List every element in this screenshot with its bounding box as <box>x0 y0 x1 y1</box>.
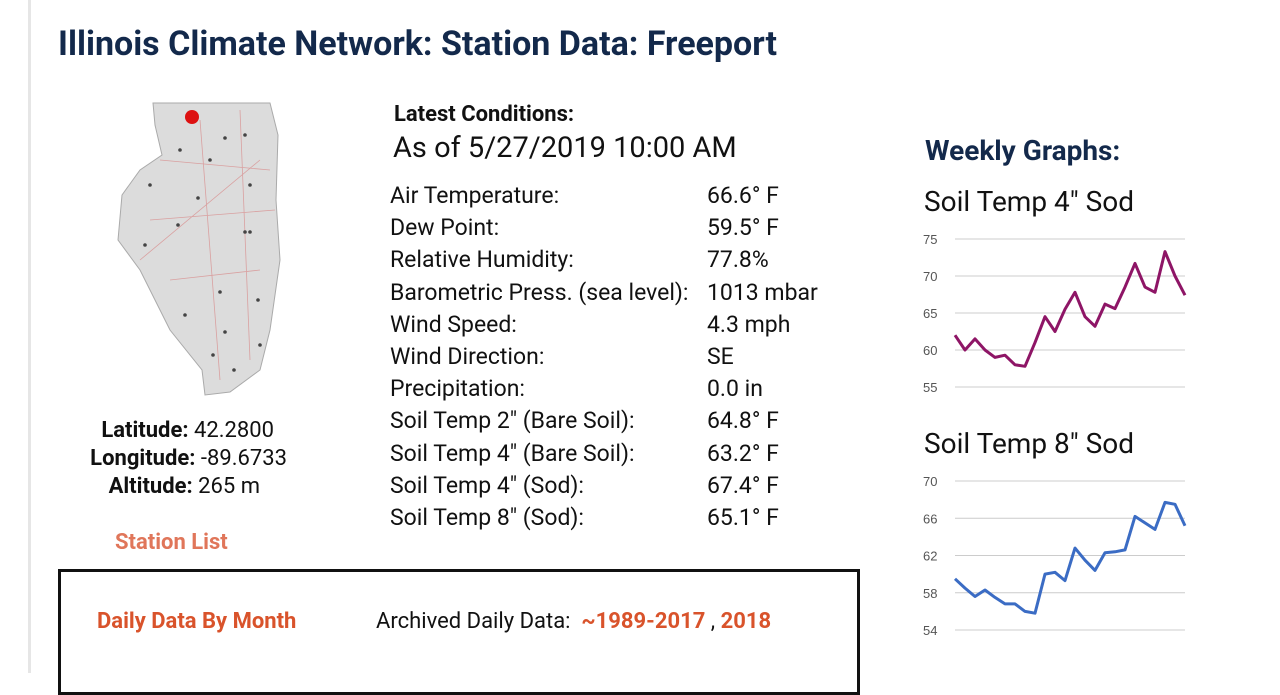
altitude: Altitude: 265 m <box>60 474 260 499</box>
condition-value: 4.3 mph <box>707 310 791 338</box>
condition-value: 77.8% <box>707 246 769 274</box>
condition-value: SE <box>707 343 734 370</box>
chart-title: Soil Temp 8" Sod <box>924 427 1135 460</box>
chart-title: Soil Temp 4" Sod <box>924 185 1135 218</box>
y-tick-label: 70 <box>923 474 937 489</box>
longitude: Longitude: -89.6733 <box>40 446 287 471</box>
condition-value: 59.5° F <box>707 214 779 242</box>
daily-by-month-link[interactable]: Daily Data By Month <box>97 609 297 634</box>
charts: 55 60 65 70 75 54 58 62 66 70 <box>923 232 1187 638</box>
data-line <box>953 500 1187 615</box>
y-tick-label: 60 <box>923 343 937 358</box>
condition-value: 64.8° F <box>707 407 779 435</box>
condition-label: Air Temperature: <box>390 182 560 209</box>
separator: , <box>710 609 716 634</box>
y-tick-label: 54 <box>923 623 937 638</box>
archive-line: Archived Daily Data: ~1989-2017 , 2018 <box>376 609 771 634</box>
latitude: Latitude: 42.2800 <box>60 418 274 443</box>
condition-label: Soil Temp 4" (Sod): <box>390 471 585 499</box>
condition-label: Wind Speed: <box>390 310 517 338</box>
y-tick-label: 65 <box>923 306 937 321</box>
condition-value: 65.1° F <box>707 504 779 531</box>
station-dots <box>143 133 262 372</box>
range-link[interactable]: ~1989-2017 <box>581 609 706 634</box>
condition-label: Relative Humidity: <box>390 246 574 274</box>
conditions-time: As of 5/27/2019 10:00 AM <box>393 131 737 165</box>
state-shape <box>117 102 281 396</box>
condition-value: 67.4° F <box>707 471 779 499</box>
y-tick-label: 58 <box>923 586 937 601</box>
station-list-link[interactable]: Station List <box>115 530 228 555</box>
page-title: Illinois Climate Network: Station Data: … <box>58 24 778 64</box>
altitude-value: 265 m <box>198 474 260 499</box>
condition-label: Barometric Press. (sea level): <box>390 278 689 306</box>
condition-value: 63.2° F <box>707 439 779 467</box>
conditions-heading: Latest Conditions: <box>394 102 575 127</box>
page: { "header": {"title": "Illinois Climate … <box>28 0 1187 695</box>
altitude-label: Altitude: <box>108 474 193 499</box>
longitude-value: -89.6733 <box>200 446 287 471</box>
roads <box>139 109 276 381</box>
data-line <box>953 250 1187 368</box>
year-link[interactable]: 2018 <box>720 609 772 634</box>
condition-label: Soil Temp 4" (Bare Soil): <box>390 439 635 467</box>
latitude-value: 42.2800 <box>194 418 274 443</box>
y-tick-label: 55 <box>923 380 937 395</box>
condition-value: 66.6° F <box>707 182 779 209</box>
archive-label: Archived Daily Data: <box>376 609 571 634</box>
y-tick-label: 62 <box>923 549 937 564</box>
y-tick-label: 66 <box>923 511 937 526</box>
latitude-label: Latitude: <box>101 418 189 443</box>
condition-label: Soil Temp 8" (Sod): <box>390 504 585 531</box>
left-rule <box>28 0 31 673</box>
state-map <box>117 102 281 396</box>
station-marker <box>185 110 199 124</box>
y-tick-label: 70 <box>923 269 937 284</box>
condition-label: Precipitation: <box>390 375 525 403</box>
condition-value: 0.0 in <box>707 375 763 403</box>
condition-label: Dew Point: <box>390 214 500 242</box>
condition-value: 1013 mbar <box>707 278 818 306</box>
condition-label: Soil Temp 2" (Bare Soil): <box>390 407 635 435</box>
condition-label: Wind Direction: <box>390 343 545 370</box>
weekly-heading: Weekly Graphs: <box>925 134 1121 167</box>
longitude-label: Longitude: <box>90 446 196 471</box>
y-tick-label: 75 <box>923 232 937 247</box>
